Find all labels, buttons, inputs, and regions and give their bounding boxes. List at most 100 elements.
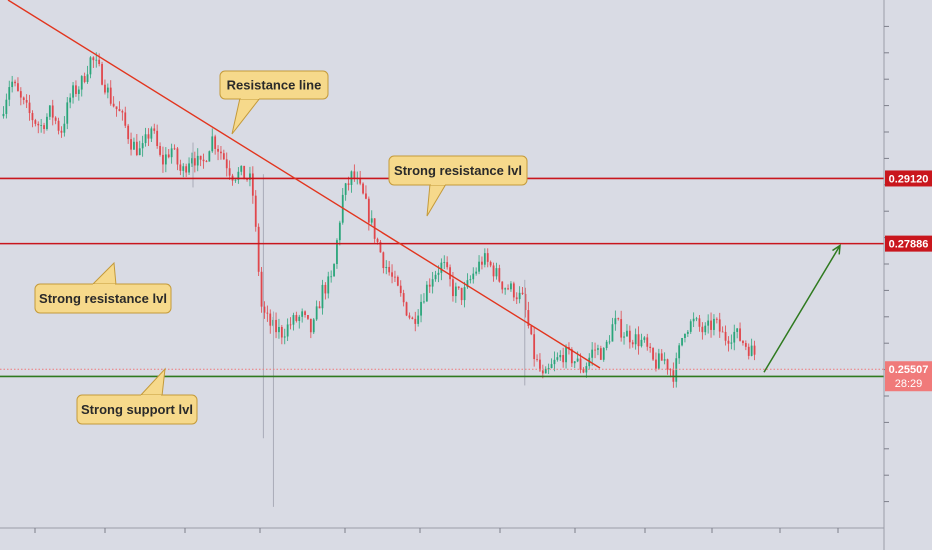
candle-body — [399, 285, 402, 294]
candle-body — [104, 84, 106, 93]
candle-body — [185, 166, 188, 173]
callout-3: Strong resistance lvl — [34, 261, 172, 314]
candle-body — [405, 302, 408, 316]
candle-body — [280, 326, 283, 338]
candle-body — [257, 226, 260, 272]
resistance-trend-line — [7, 0, 601, 369]
candles — [2, 52, 756, 507]
candle-body — [379, 241, 382, 253]
candle-body — [652, 348, 654, 360]
candle-body — [22, 97, 25, 100]
candle-body — [312, 319, 315, 333]
candle-body — [394, 276, 396, 278]
candle-body — [695, 318, 698, 320]
candle-body — [614, 318, 617, 325]
candle-body — [72, 85, 74, 98]
candle-body — [602, 348, 605, 360]
candle-body — [25, 99, 28, 103]
candle-body — [11, 81, 14, 88]
candle-body — [556, 357, 559, 360]
candle-body — [599, 348, 602, 360]
candle-body — [83, 76, 86, 82]
candle-body — [98, 59, 101, 64]
candle-body — [315, 306, 318, 320]
candle-body — [739, 328, 741, 341]
candle-body — [669, 369, 672, 371]
candle-body — [286, 324, 289, 337]
candle-body — [591, 349, 594, 358]
candle-body — [263, 306, 266, 313]
candle-body — [243, 165, 246, 180]
candle-body — [77, 89, 80, 94]
candle-body — [347, 183, 350, 185]
candle-body — [75, 85, 77, 94]
candle-body — [95, 59, 98, 61]
candle-body — [582, 369, 585, 373]
candle-body — [214, 136, 217, 149]
callout-label: Strong resistance lvl — [394, 163, 522, 178]
candle-body — [289, 324, 292, 326]
candle-body — [452, 279, 454, 297]
candle-body — [478, 261, 480, 272]
candle-body — [475, 271, 478, 274]
candle-body — [324, 284, 327, 294]
candle-body — [684, 333, 686, 338]
candle-body — [170, 148, 173, 158]
candle-body — [266, 312, 269, 314]
candle-body — [449, 267, 451, 280]
candle-body — [353, 171, 356, 179]
candle-body — [37, 123, 40, 126]
candle-body — [101, 63, 103, 85]
candle-body — [736, 328, 739, 332]
candle-body — [530, 326, 533, 335]
candle-body — [121, 111, 124, 113]
candle-body — [246, 179, 248, 181]
candle-body — [631, 342, 634, 345]
current-price-bg — [885, 361, 932, 392]
candle-body — [576, 358, 579, 362]
candle-body — [666, 359, 669, 370]
price-label-level-2: 0.27886 — [885, 235, 932, 252]
callout-label: Resistance line — [227, 78, 322, 93]
trend-lines — [7, 0, 841, 373]
candle-body — [507, 288, 509, 290]
candle-body — [512, 283, 515, 298]
price-label: 0.27886 — [889, 239, 929, 251]
candle-body — [5, 99, 8, 114]
callout-label: Strong resistance lvl — [39, 291, 167, 306]
callout-box — [219, 70, 329, 100]
callout-2: Strong resistance lvl — [388, 155, 528, 217]
price-label-bg — [885, 235, 932, 252]
candle-body — [141, 143, 144, 149]
candle-body — [237, 171, 240, 180]
candle-body — [527, 310, 530, 327]
candle-body — [318, 306, 321, 309]
candle-body — [330, 276, 333, 278]
callout-box — [76, 394, 198, 425]
candle-body — [605, 341, 608, 349]
candle-body — [733, 331, 736, 343]
candle-body — [443, 262, 446, 263]
candle-body — [469, 279, 472, 281]
candle-body — [483, 253, 486, 265]
candle-body — [742, 340, 744, 344]
candle-body — [362, 183, 364, 194]
candle-body — [150, 128, 153, 139]
candle-body — [344, 183, 347, 195]
candle-body — [597, 348, 599, 350]
candle-body — [411, 317, 414, 319]
candle-body — [611, 324, 614, 342]
candle-body — [2, 113, 5, 117]
candle-body — [628, 330, 631, 343]
candle-body — [269, 313, 272, 326]
candle-body — [43, 125, 45, 129]
candle-body — [698, 318, 701, 327]
candle-body — [19, 91, 22, 98]
candle-body — [570, 349, 573, 364]
candle-body — [40, 125, 43, 126]
candle-body — [559, 355, 562, 358]
candle-body — [179, 164, 182, 171]
